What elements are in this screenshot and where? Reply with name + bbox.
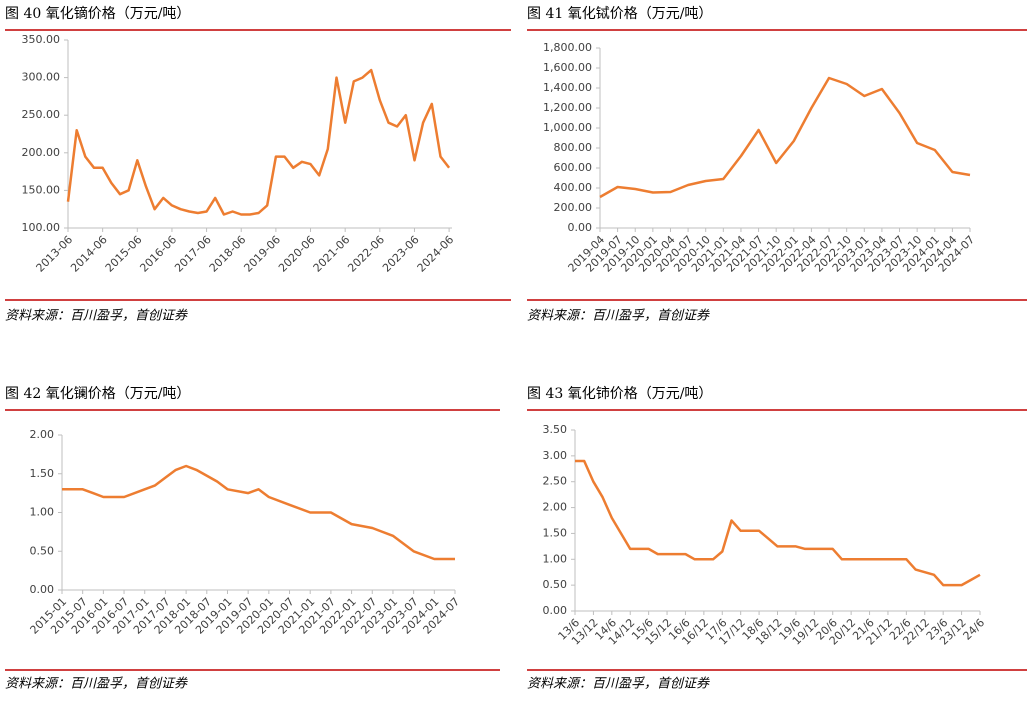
x-tick-label: 2018-06 xyxy=(207,233,249,275)
x-tick-label: 2019-06 xyxy=(241,233,283,275)
x-tick-label: 2017-06 xyxy=(172,233,214,275)
y-tick-label: 1,200.00 xyxy=(543,101,592,114)
y-tick-label: 1.50 xyxy=(30,467,55,480)
y-tick-label: 3.50 xyxy=(543,423,568,436)
x-tick-label: 2023-06 xyxy=(380,233,422,275)
x-tick-label: 2022-06 xyxy=(345,233,387,275)
source-note: 资料来源：百川盈孚，首创证券 xyxy=(527,677,710,692)
y-tick-label: 100.00 xyxy=(22,221,61,234)
y-tick-label: 0.00 xyxy=(30,583,55,596)
y-tick-label: 2.50 xyxy=(543,475,568,488)
y-tick-label: 250.00 xyxy=(22,108,61,121)
source-note: 资料来源：百川盈孚，首创证券 xyxy=(527,309,710,324)
chart-title: 图 41 氧化铽价格（万元/吨） xyxy=(527,6,712,22)
y-tick-label: 1,400.00 xyxy=(543,81,592,94)
chart-title: 图 43 氧化铈价格（万元/吨） xyxy=(527,385,712,402)
y-tick-label: 1.00 xyxy=(30,506,55,519)
y-tick-label: 200.00 xyxy=(554,201,593,214)
price-line xyxy=(599,76,971,199)
x-tick-label: 2013-06 xyxy=(34,233,76,275)
y-tick-label: 800.00 xyxy=(554,141,593,154)
x-tick-label: 2014-06 xyxy=(68,233,110,275)
y-tick-label: 1,000.00 xyxy=(543,121,592,134)
x-tick-label: 2024-06 xyxy=(415,233,457,275)
y-tick-label: 1.00 xyxy=(543,552,568,565)
y-tick-label: 600.00 xyxy=(554,161,593,174)
y-tick-label: 150.00 xyxy=(22,183,61,196)
y-tick-label: 0.50 xyxy=(30,544,55,557)
y-tick-label: 2.00 xyxy=(543,501,568,514)
y-tick-label: 0.50 xyxy=(543,578,568,591)
y-tick-label: 1,600.00 xyxy=(543,61,592,74)
price-line xyxy=(62,464,455,561)
price-line xyxy=(66,68,451,216)
chart-title: 图 40 氧化镝价格（万元/吨） xyxy=(5,5,190,22)
y-tick-label: 300.00 xyxy=(22,71,61,84)
y-tick-label: 1,800.00 xyxy=(543,41,592,54)
y-tick-label: 2.00 xyxy=(30,428,55,441)
x-tick-label: 2021-06 xyxy=(311,233,353,275)
source-note: 资料来源：百川盈孚，首创证券 xyxy=(5,677,188,692)
price-line xyxy=(575,459,981,587)
x-tick-label: 2015-06 xyxy=(103,233,145,275)
y-tick-label: 1.50 xyxy=(543,526,568,539)
x-tick-label: 24/6 xyxy=(961,616,988,643)
y-tick-label: 400.00 xyxy=(554,181,593,194)
x-tick-label: 2016-06 xyxy=(137,233,179,275)
y-tick-label: 350.00 xyxy=(22,33,61,46)
x-tick-label: 2020-06 xyxy=(276,233,318,275)
y-tick-label: 3.00 xyxy=(543,449,568,462)
chart-title: 图 42 氧化镧价格（万元/吨） xyxy=(5,386,190,402)
y-tick-label: 200.00 xyxy=(22,146,61,159)
y-tick-label: 0.00 xyxy=(543,604,568,617)
y-tick-label: 0.00 xyxy=(568,221,593,234)
source-note: 资料来源：百川盈孚，首创证券 xyxy=(5,309,188,324)
